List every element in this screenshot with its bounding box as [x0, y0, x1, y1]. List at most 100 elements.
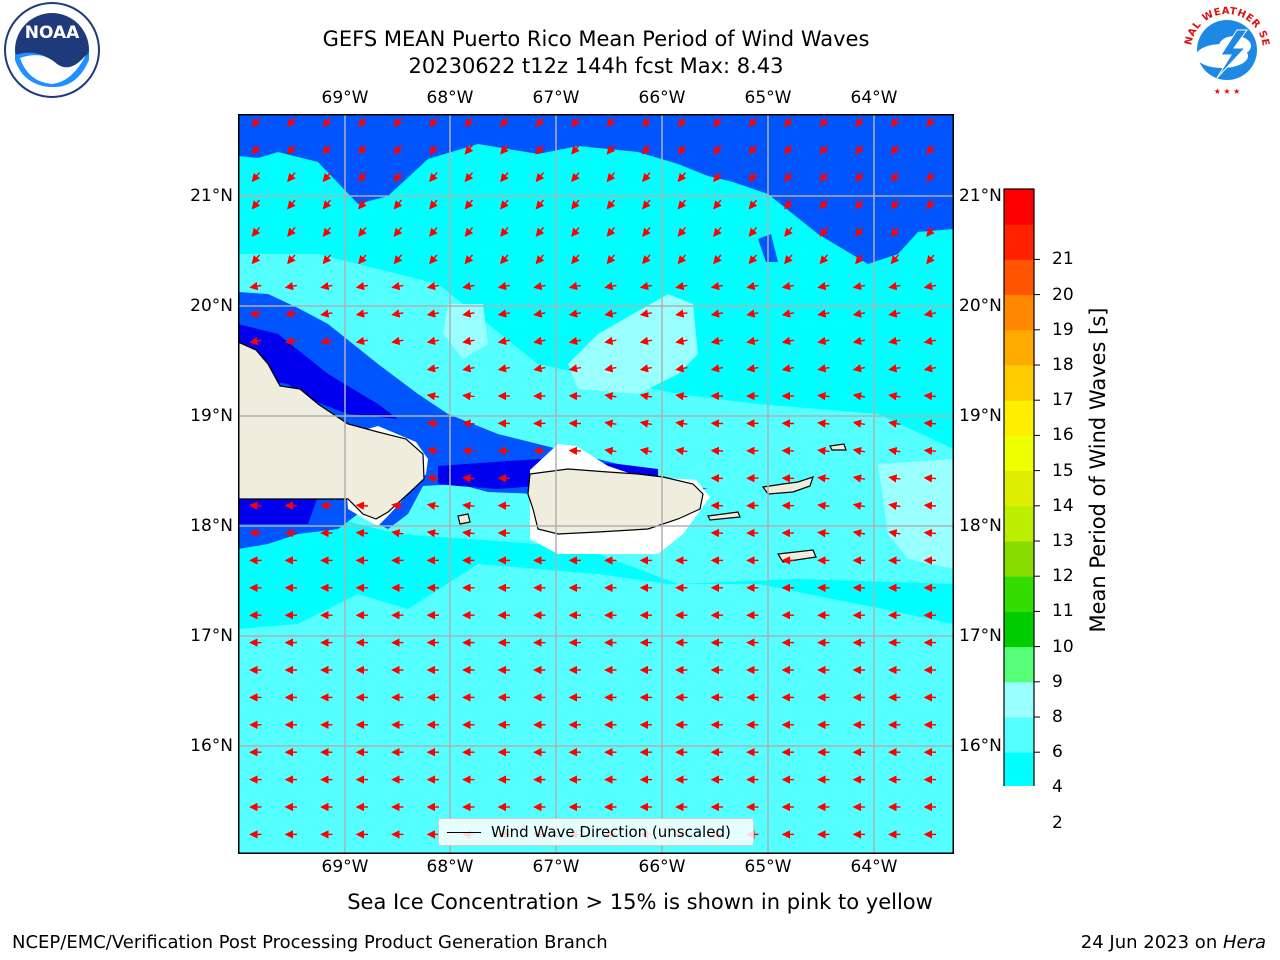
direction-arrow — [781, 336, 795, 346]
direction-arrow — [923, 501, 937, 510]
lat-label-left: 20°N — [190, 296, 233, 316]
direction-arrow — [852, 309, 866, 318]
lat-label-right: 18°N — [959, 516, 1002, 536]
direction-arrow — [287, 199, 296, 210]
direction-arrow — [500, 199, 509, 210]
colorbar-segment — [1004, 470, 1034, 507]
direction-arrow — [748, 144, 758, 155]
direction-arrow — [890, 172, 900, 183]
direction-arrow — [571, 199, 580, 210]
lon-label-top: 64°W — [850, 88, 898, 108]
direction-arrow — [642, 226, 651, 237]
colorbar-segment — [1004, 505, 1034, 542]
direction-arrow — [890, 199, 900, 210]
wind-wave-direction-arrows — [249, 117, 937, 839]
fill-lt2s — [238, 324, 398, 419]
map-title: GEFS MEAN Puerto Rico Mean Period of Win… — [322, 27, 870, 51]
direction-arrow — [287, 144, 296, 155]
direction-arrow — [393, 254, 403, 265]
direction-arrow — [888, 501, 901, 510]
direction-arrow — [462, 309, 475, 318]
direction-arrow — [923, 474, 937, 483]
direction-arrow — [287, 254, 296, 265]
direction-arrow — [677, 144, 687, 155]
direction-arrow — [817, 309, 830, 318]
colorbar-tick-label: 8 — [1052, 707, 1063, 727]
lat-label-right: 16°N — [959, 736, 1002, 756]
direction-arrow — [606, 226, 616, 237]
colorbar-tick-label: 10 — [1052, 636, 1074, 657]
direction-arrow — [852, 419, 866, 428]
direction-arrow — [675, 446, 688, 456]
direction-arrow — [355, 528, 369, 538]
direction-arrow — [926, 254, 935, 265]
direction-arrow — [639, 336, 653, 346]
direction-arrow — [923, 528, 937, 538]
svg-text:★ ★ ★: ★ ★ ★ — [1214, 87, 1241, 96]
direction-arrow — [852, 474, 866, 483]
direction-arrow — [639, 446, 653, 456]
direction-arrow — [604, 419, 617, 428]
direction-arrow — [713, 254, 722, 265]
direction-arrow — [888, 309, 901, 318]
direction-arrow — [355, 281, 369, 291]
direction-arrow — [639, 309, 653, 318]
mona-island — [457, 513, 471, 525]
direction-arrow — [677, 117, 687, 128]
direction-arrow — [251, 144, 261, 155]
direction-arrow — [251, 172, 261, 183]
lat-label-left: 21°N — [190, 186, 233, 206]
direction-arrow — [568, 336, 582, 346]
sea-ice-caption: Sea Ice Concentration > 15% is shown in … — [347, 890, 933, 914]
direction-arrow — [926, 226, 935, 237]
colorbar-segment — [1004, 435, 1034, 472]
colorbar-segment — [1004, 329, 1034, 366]
legend-line-swatch — [447, 831, 481, 833]
direction-arrow — [426, 529, 440, 538]
direction-arrow — [462, 391, 475, 401]
direction-arrow — [817, 419, 830, 428]
direction-arrow — [358, 144, 367, 155]
direction-arrow — [817, 474, 830, 483]
direction-arrow — [320, 309, 333, 318]
direction-arrow — [284, 336, 298, 346]
direction-arrow — [817, 336, 830, 346]
fill-8-9s — [568, 294, 698, 394]
direction-arrow — [923, 364, 937, 373]
direction-arrow — [393, 144, 403, 155]
lat-label-right: 20°N — [959, 296, 1002, 316]
direction-arrow — [355, 501, 369, 510]
direction-arrow — [642, 254, 651, 265]
direction-arrow — [251, 199, 261, 210]
direction-arrow — [287, 172, 296, 183]
direction-arrow — [497, 309, 511, 318]
direction-arrow — [462, 281, 475, 291]
noaa-logo-text: NOAA — [25, 23, 80, 43]
direction-arrow — [500, 117, 509, 128]
direction-arrow — [533, 309, 546, 318]
direction-arrow — [497, 364, 511, 373]
direction-arrow — [923, 391, 937, 401]
direction-arrow — [926, 144, 935, 155]
direction-arrow — [926, 199, 935, 210]
direction-arrow — [819, 254, 829, 265]
direction-arrow — [748, 254, 758, 265]
direction-arrow — [358, 117, 367, 128]
direction-arrow — [888, 474, 901, 483]
direction-arrow — [355, 309, 369, 318]
lon-label-bottom: 64°W — [850, 857, 898, 877]
direction-arrow — [497, 336, 511, 346]
direction-arrow — [426, 474, 440, 483]
direction-arrow — [855, 226, 864, 237]
direction-arrow — [819, 172, 829, 183]
direction-arrow — [497, 281, 511, 291]
direction-arrow — [606, 172, 616, 183]
direction-arrow — [852, 336, 866, 346]
direction-arrow — [249, 309, 262, 318]
colorbar-segment — [1004, 611, 1034, 648]
lat-label-right: 17°N — [959, 626, 1002, 646]
direction-arrow — [535, 199, 545, 210]
colorbar-segment — [1004, 681, 1034, 718]
direction-arrow — [284, 309, 298, 318]
direction-arrow — [784, 117, 793, 128]
